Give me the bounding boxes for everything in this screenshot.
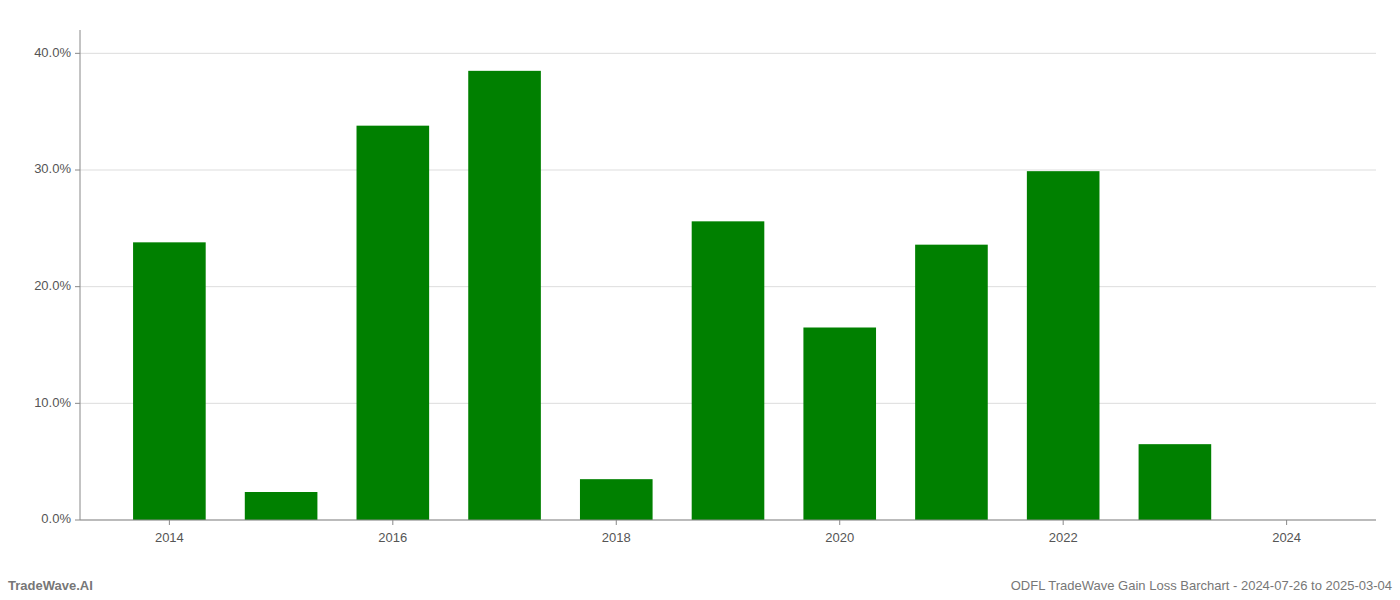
x-tick-label: 2018 — [602, 530, 631, 545]
x-tick-label: 2024 — [1272, 530, 1301, 545]
bar — [803, 328, 876, 521]
y-tick-label: 10.0% — [34, 395, 71, 410]
bar — [245, 492, 318, 520]
x-tick-label: 2022 — [1049, 530, 1078, 545]
x-tick-label: 2014 — [155, 530, 184, 545]
grid-line — [80, 520, 1376, 521]
y-tick — [75, 520, 80, 521]
x-axis: 2014 2016 2018 2020 2022 2024 — [80, 520, 1376, 545]
bar — [1139, 444, 1212, 520]
bars — [133, 71, 1211, 520]
x-tick — [616, 520, 617, 525]
annotation-right: ODFL TradeWave Gain Loss Barchart - 2024… — [1011, 578, 1392, 593]
chart-svg: 0.0% 10.0% 20.0% 30.0% 40.0% 2014 2016 2018 2020… — [0, 0, 1400, 600]
x-tick-label: 2016 — [378, 530, 407, 545]
y-tick-label: 40.0% — [34, 45, 71, 60]
bar — [133, 242, 206, 520]
bar — [468, 71, 541, 520]
x-tick — [169, 520, 170, 525]
x-tick — [839, 520, 840, 525]
x-tick-label: 2020 — [825, 530, 854, 545]
y-axis-line — [80, 30, 81, 520]
y-tick-label: 0.0% — [41, 511, 71, 526]
y-tick-label: 30.0% — [34, 161, 71, 176]
bar — [692, 221, 765, 520]
y-tick — [75, 53, 80, 54]
grid-line — [80, 53, 1376, 54]
y-tick — [75, 403, 80, 404]
bar — [580, 479, 653, 520]
y-tick-label: 20.0% — [34, 278, 71, 293]
bar — [915, 245, 988, 520]
bar — [357, 126, 430, 520]
y-tick — [75, 286, 80, 287]
background — [0, 0, 1400, 600]
x-axis-line — [80, 520, 1376, 521]
annotations: TradeWave.AI ODFL TradeWave Gain Loss Bar… — [8, 578, 1392, 593]
annotation-left: TradeWave.AI — [8, 578, 93, 593]
y-axis: 0.0% 10.0% 20.0% 30.0% 40.0% — [34, 30, 80, 526]
x-tick — [392, 520, 393, 525]
bar — [1027, 171, 1100, 520]
x-tick — [1286, 520, 1287, 525]
chart-container: 0.0% 10.0% 20.0% 30.0% 40.0% 2014 2016 2018 2020… — [0, 0, 1400, 600]
y-tick — [75, 170, 80, 171]
y-grid — [80, 53, 1376, 520]
grid-line — [80, 170, 1376, 171]
x-tick — [1063, 520, 1064, 525]
